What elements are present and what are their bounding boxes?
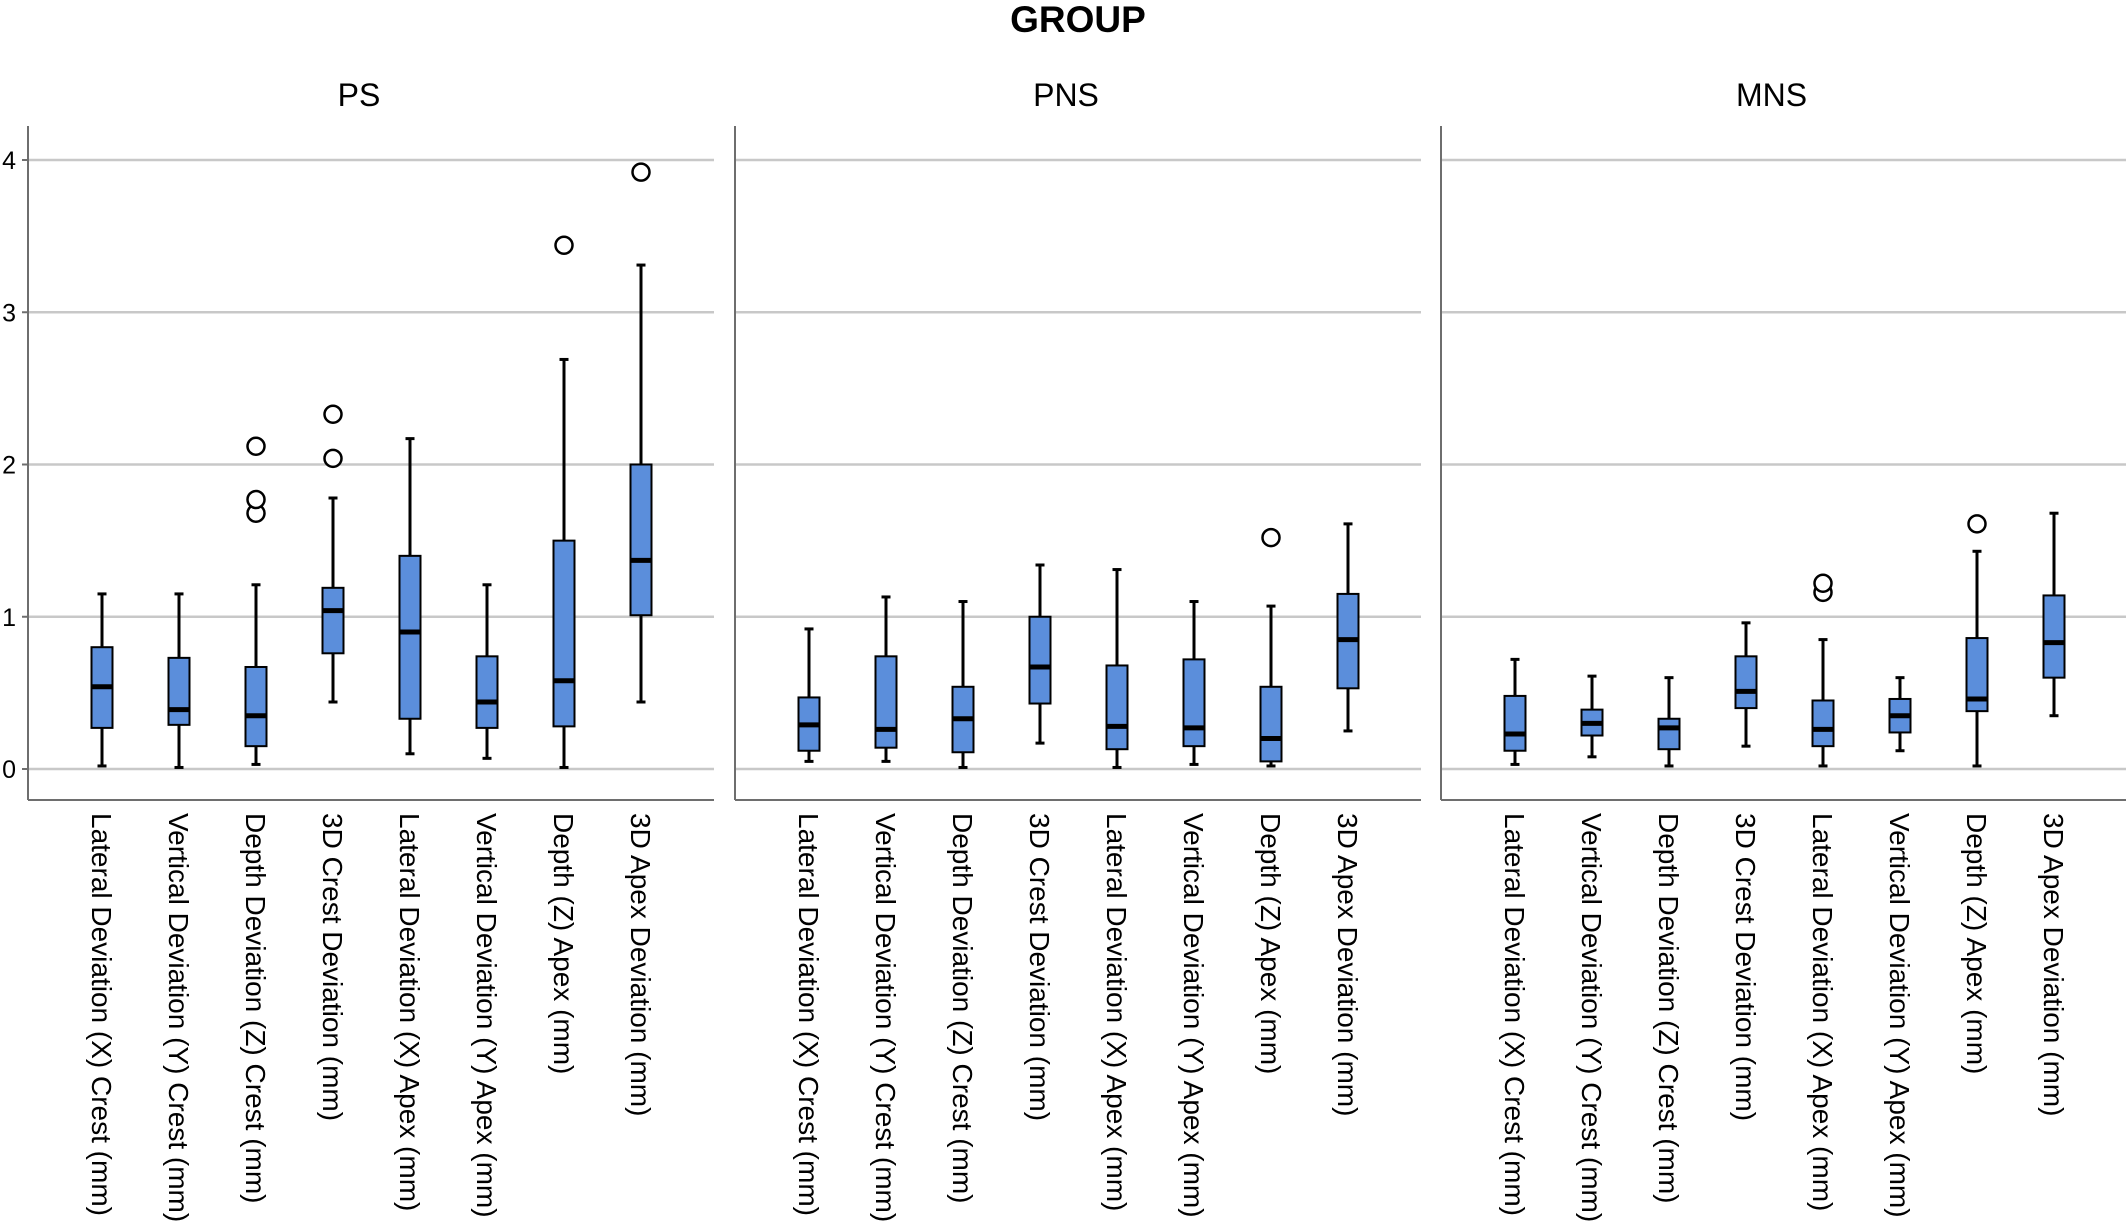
panel-mns: MNS Lateral Deviation (X) Crest (mm) Verti… — [1440, 77, 2126, 1222]
iqr-box — [398, 554, 422, 720]
box-6: Vertical Deviation (Y) Apex (mm) — [1884, 676, 1915, 1218]
panel-title: MNS — [1736, 77, 1807, 113]
box-8: 3D Apex Deviation (mm) — [1332, 522, 1363, 1116]
box-8: 3D Apex Deviation (mm) — [625, 162, 656, 1116]
box-6: Vertical Deviation (Y) Apex (mm) — [1178, 600, 1209, 1218]
box-6: Vertical Deviation (Y) Apex (mm) — [471, 583, 502, 1218]
category-label: Vertical Deviation (Y) Apex (mm) — [1884, 813, 1915, 1218]
iqr-box — [1182, 658, 1206, 748]
iqr-box — [244, 665, 268, 748]
outlier-point — [1813, 573, 1833, 594]
box-7: Depth (Z) Apex (mm) — [1255, 527, 1286, 1074]
iqr-box — [1965, 637, 1989, 713]
category-label: Vertical Deviation (Y) Crest (mm) — [870, 813, 901, 1222]
box-1: Lateral Deviation (X) Crest (mm) — [793, 627, 824, 1216]
panel-title: PS — [338, 77, 381, 113]
category-label: Lateral Deviation (X) Apex (mm) — [1807, 813, 1838, 1211]
category-label: Lateral Deviation (X) Crest (mm) — [1499, 813, 1530, 1216]
box-7: Depth (Z) Apex (mm) — [1961, 514, 1992, 1074]
panel-pns: PNS Lateral Deviation (X) Crest (mm) Verti… — [734, 77, 1421, 1222]
iqr-box — [629, 463, 653, 617]
category-label: Vertical Deviation (Y) Crest (mm) — [163, 813, 194, 1222]
iqr-box — [552, 539, 576, 728]
box-4: 3D Crest Deviation (mm) — [1730, 621, 1761, 1121]
iqr-box — [1734, 655, 1758, 710]
iqr-box — [1657, 717, 1681, 751]
box-2: Vertical Deviation (Y) Crest (mm) — [870, 595, 901, 1222]
box-5: Lateral Deviation (X) Apex (mm) — [1101, 568, 1132, 1211]
outlier-point — [1967, 514, 1987, 534]
category-label: 3D Apex Deviation (mm) — [2038, 813, 2069, 1116]
iqr-box — [321, 586, 345, 655]
box-2: Vertical Deviation (Y) Crest (mm) — [1576, 674, 1607, 1222]
iqr-box — [167, 656, 191, 726]
category-label: Depth (Z) Apex (mm) — [1255, 813, 1286, 1074]
panels-layer: 0 1 2 3 4 PS Lateral Deviation (X) Crest (mm) V… — [2, 77, 2126, 1222]
outlier-point — [554, 235, 574, 256]
category-label: Lateral Deviation (X) Apex (mm) — [394, 813, 425, 1211]
category-label: 3D Apex Deviation (mm) — [1332, 813, 1363, 1116]
box-1: Lateral Deviation (X) Crest (mm) — [1499, 657, 1530, 1216]
box-4: 3D Crest Deviation (mm) — [317, 404, 348, 1121]
outlier-point — [246, 489, 266, 510]
box-2: Vertical Deviation (Y) Crest (mm) — [163, 592, 194, 1222]
iqr-box — [475, 655, 499, 729]
box-3: Depth Deviation (Z) Crest (mm) — [947, 600, 978, 1204]
category-label: 3D Apex Deviation (mm) — [625, 813, 656, 1116]
iqr-box — [1811, 699, 1835, 748]
box-5: Lateral Deviation (X) Apex (mm) — [394, 437, 425, 1211]
box-1: Lateral Deviation (X) Crest (mm) — [86, 592, 117, 1216]
category-label: Depth Deviation (Z) Crest (mm) — [1653, 813, 1684, 1204]
category-label: Vertical Deviation (Y) Apex (mm) — [1178, 813, 1209, 1218]
iqr-box — [1259, 685, 1283, 763]
outlier-point — [246, 436, 266, 456]
outlier-point — [631, 162, 651, 182]
category-label: Depth Deviation (Z) Crest (mm) — [947, 813, 978, 1204]
category-label: Lateral Deviation (X) Crest (mm) — [793, 813, 824, 1216]
iqr-box — [1105, 664, 1129, 751]
outlier-point — [323, 404, 343, 425]
iqr-box — [1503, 694, 1527, 752]
box-5: Lateral Deviation (X) Apex (mm) — [1807, 573, 1838, 1211]
category-label: Lateral Deviation (X) Apex (mm) — [1101, 813, 1132, 1211]
box-7: Depth (Z) Apex (mm) — [548, 235, 579, 1074]
y-tick-label: 2 — [2, 452, 16, 480]
box-8: 3D Apex Deviation (mm) — [2038, 511, 2069, 1116]
y-tick-label: 3 — [2, 299, 16, 327]
iqr-box — [874, 655, 898, 749]
y-tick-label: 0 — [2, 756, 16, 784]
box-3: Depth Deviation (Z) Crest (mm) — [240, 436, 271, 1204]
category-label: 3D Crest Deviation (mm) — [1024, 813, 1055, 1121]
category-label: 3D Crest Deviation (mm) — [317, 813, 348, 1121]
iqr-box — [2042, 594, 2066, 679]
category-label: Vertical Deviation (Y) Crest (mm) — [1576, 813, 1607, 1222]
y-tick-label: 1 — [2, 604, 16, 632]
panel-ps: 0 1 2 3 4 PS Lateral Deviation (X) Crest (mm) V… — [2, 77, 714, 1222]
y-tick-label: 4 — [2, 147, 16, 175]
category-label: Depth (Z) Apex (mm) — [1961, 813, 1992, 1074]
chart-title: GROUP — [1010, 0, 1146, 40]
panel-title: PNS — [1033, 77, 1099, 113]
outlier-point — [323, 448, 343, 469]
iqr-box — [1028, 615, 1052, 705]
category-label: Vertical Deviation (Y) Apex (mm) — [471, 813, 502, 1218]
box-3: Depth Deviation (Z) Crest (mm) — [1653, 676, 1684, 1204]
outlier-point — [1261, 527, 1281, 548]
category-label: Depth (Z) Apex (mm) — [548, 813, 579, 1074]
category-label: 3D Crest Deviation (mm) — [1730, 813, 1761, 1121]
category-label: Depth Deviation (Z) Crest (mm) — [240, 813, 271, 1204]
category-label: Lateral Deviation (X) Crest (mm) — [86, 813, 117, 1216]
box-4: 3D Crest Deviation (mm) — [1024, 563, 1055, 1121]
